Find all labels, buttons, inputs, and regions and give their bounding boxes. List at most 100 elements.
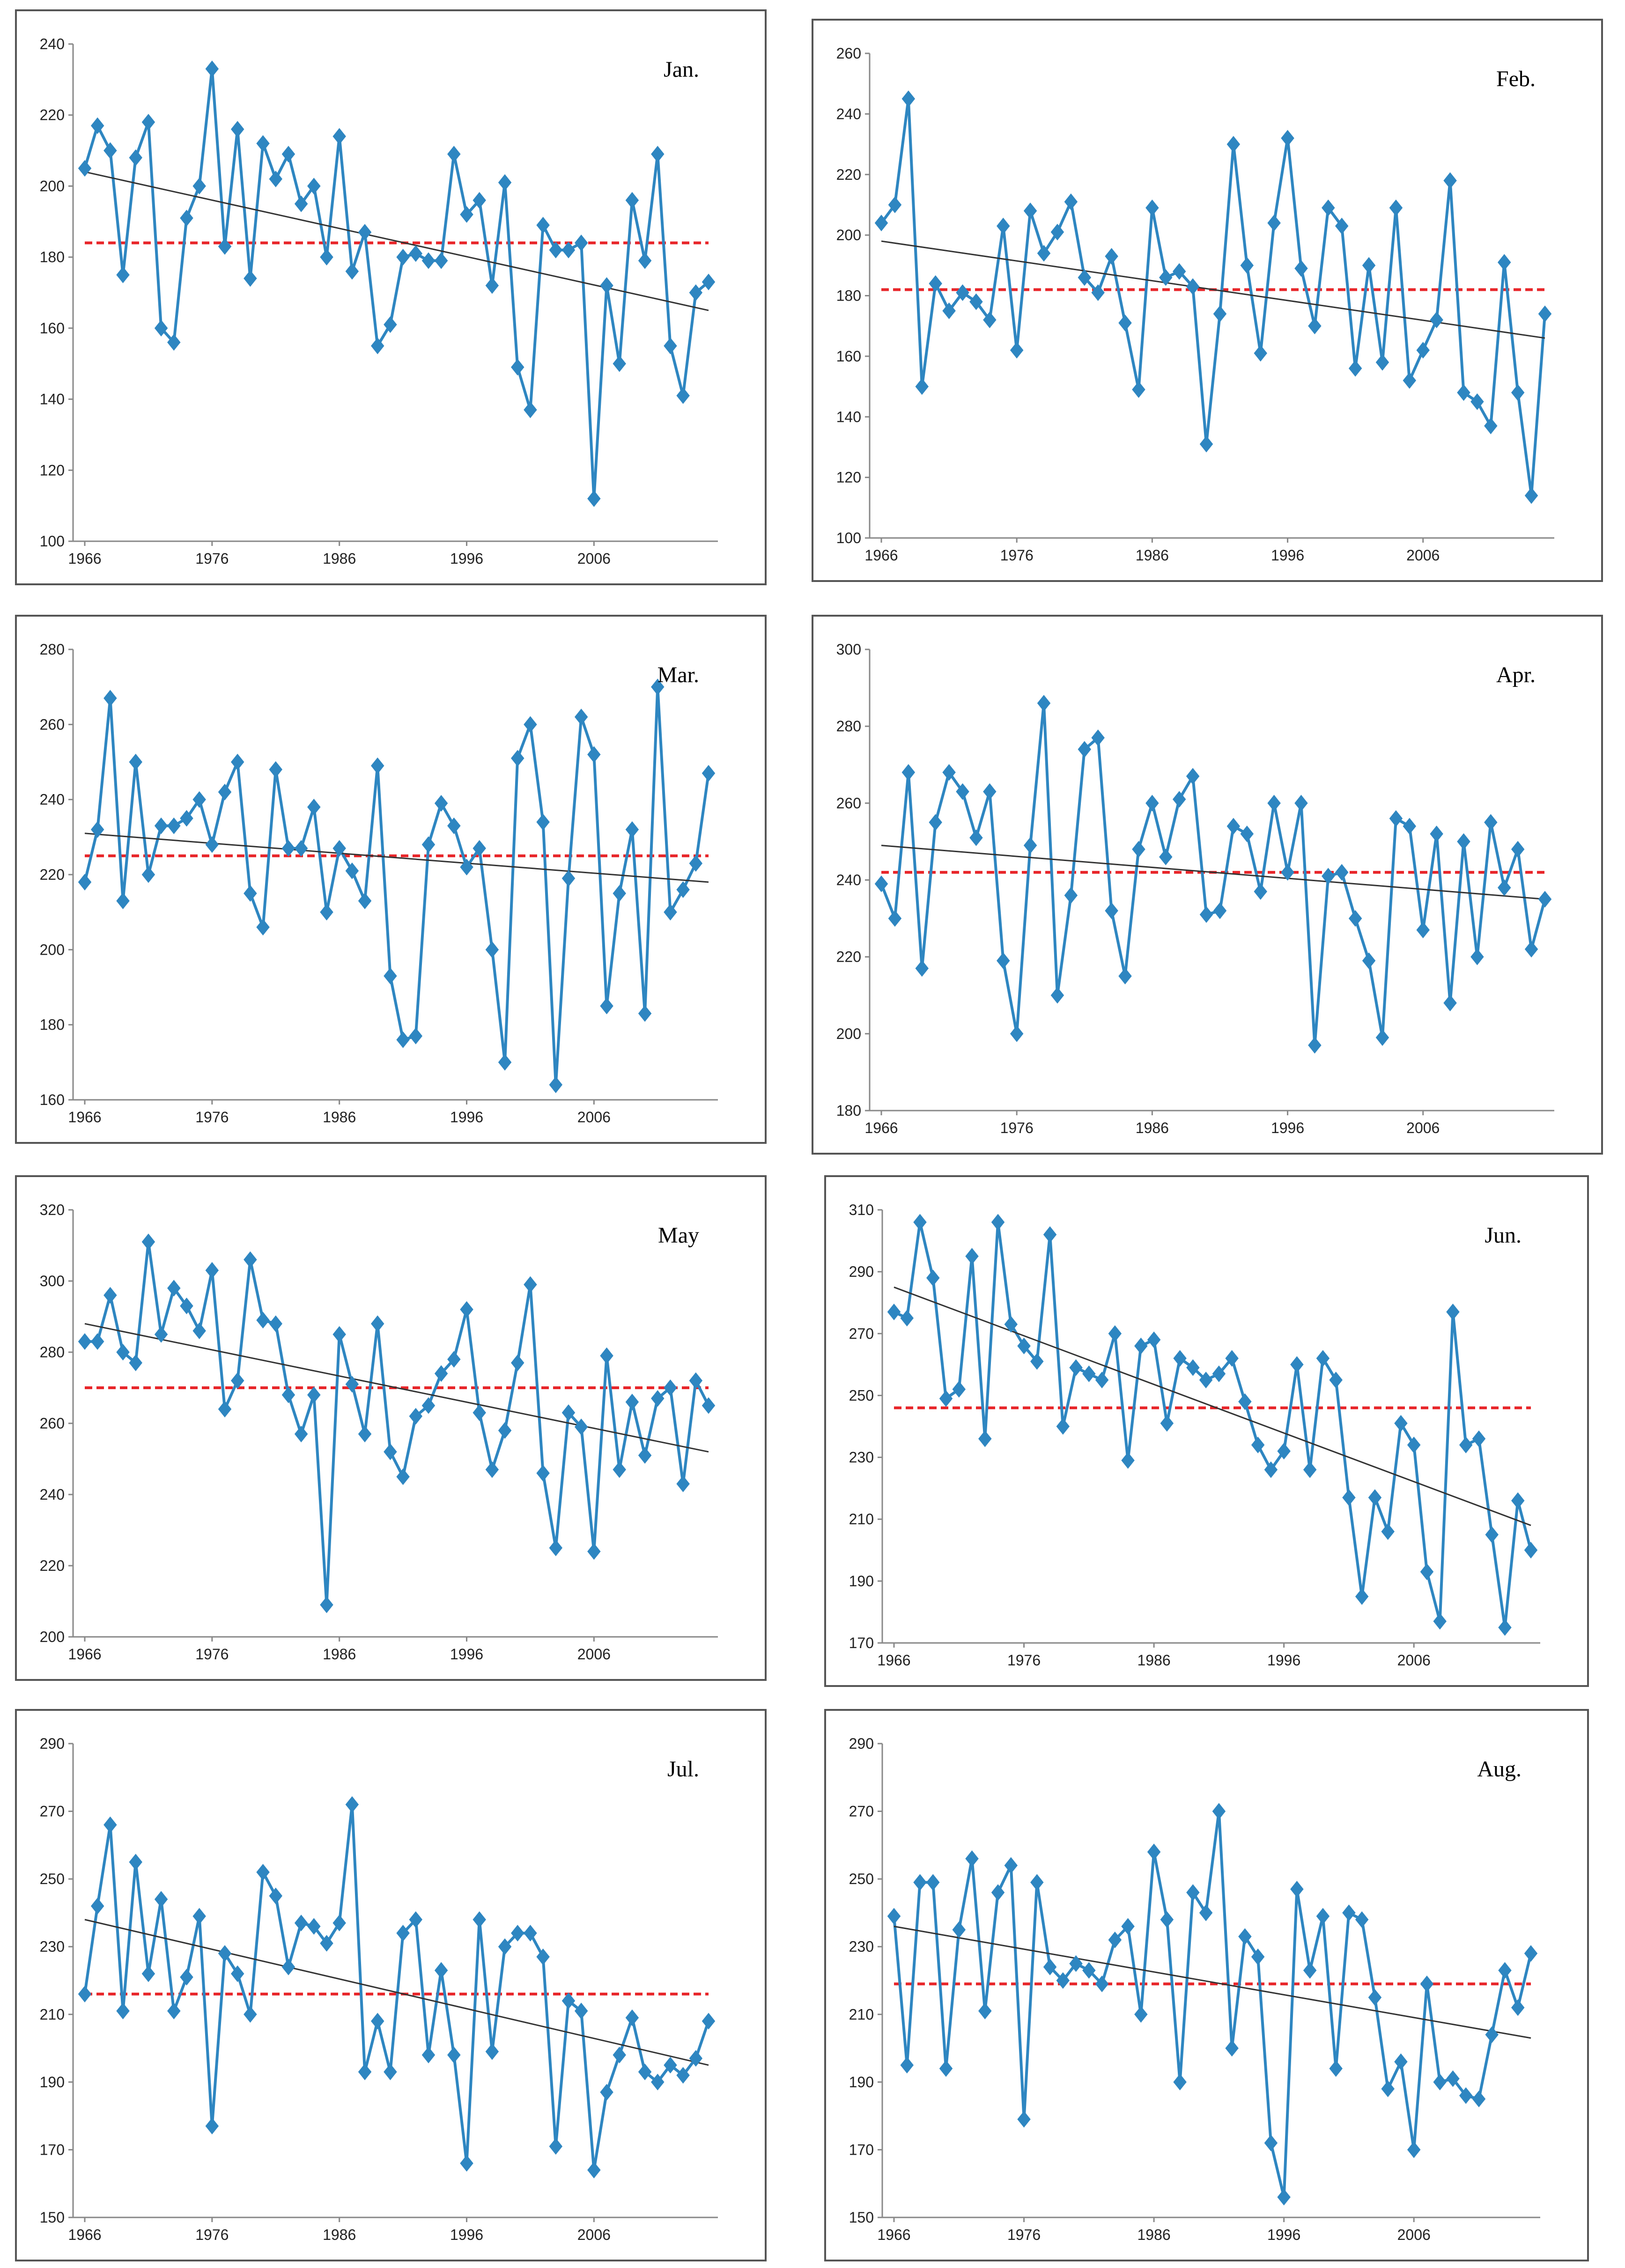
x-tick-label: 1976 — [195, 550, 229, 567]
data-point — [256, 1863, 270, 1881]
data-point — [154, 1326, 168, 1343]
chart-jun: 170 190 210 230 250 270 290 310 1966 1976 1986 1996… — [849, 1201, 1540, 1669]
data-point — [587, 1543, 601, 1560]
data-point — [613, 1461, 626, 1478]
data-point — [561, 1404, 576, 1421]
x-tick-label: 1966 — [877, 1652, 910, 1669]
chart-apr: 180 200 220 240 260 280 300 1966 1976 1986 1996 200… — [836, 641, 1554, 1136]
data-point — [358, 892, 372, 909]
data-point — [409, 1911, 423, 1928]
series-line — [893, 1810, 1532, 2199]
data-point — [141, 866, 155, 883]
data-point — [116, 1344, 130, 1361]
data-point — [230, 1965, 244, 1982]
data-point — [1160, 1911, 1174, 1928]
data-point — [1329, 1371, 1343, 1389]
data-point — [1342, 1489, 1356, 1506]
data-point — [1050, 987, 1064, 1004]
data-point — [192, 1907, 206, 1925]
y-tick-label: 140 — [40, 391, 65, 408]
data-point — [167, 334, 181, 351]
y-tick-label: 180 — [836, 1102, 861, 1119]
x-tick-label: 1986 — [323, 2226, 356, 2243]
y-tick-label: 260 — [40, 716, 65, 733]
data-point — [1186, 278, 1200, 295]
data-point — [307, 1918, 321, 1935]
data-point — [129, 1854, 142, 1870]
y-tick-label: 190 — [40, 2074, 65, 2091]
data-point — [524, 1276, 537, 1293]
series-line — [893, 1221, 1532, 1629]
data-point — [460, 859, 473, 876]
data-point — [485, 2043, 499, 2060]
trend-line — [894, 1925, 1531, 2039]
data-point — [103, 1287, 117, 1304]
data-point — [574, 234, 588, 251]
data-point — [294, 195, 308, 213]
data-point — [676, 2067, 690, 2084]
data-point — [218, 238, 232, 255]
data-point — [1017, 1337, 1031, 1355]
data-point — [1420, 1563, 1434, 1580]
data-point — [942, 302, 956, 319]
data-point — [370, 757, 384, 774]
data-point — [358, 1425, 372, 1443]
chart-title: May — [658, 1223, 699, 1248]
data-point — [1037, 695, 1051, 712]
data-point — [600, 997, 613, 1015]
data-point — [965, 1248, 979, 1265]
data-point — [1524, 941, 1538, 958]
data-point — [230, 753, 244, 771]
data-point — [702, 2012, 716, 2030]
data-point — [434, 252, 448, 269]
data-point — [1457, 833, 1470, 850]
data-point — [913, 1214, 927, 1231]
data-point — [1430, 311, 1443, 329]
data-point — [1134, 2006, 1148, 2023]
data-point — [511, 1924, 524, 1942]
data-point — [1335, 217, 1349, 235]
data-point — [587, 2161, 601, 2179]
data-point — [1078, 269, 1092, 286]
data-point — [281, 146, 295, 162]
data-point — [103, 142, 117, 159]
data-point — [1225, 2040, 1239, 2057]
data-point — [281, 840, 295, 857]
data-point — [1459, 1436, 1473, 1453]
data-point — [78, 874, 92, 891]
data-point — [651, 146, 665, 162]
data-point — [1004, 1316, 1018, 1333]
y-tick-label: 100 — [40, 533, 65, 550]
data-point — [103, 690, 117, 707]
data-point — [218, 783, 232, 801]
chart-title: Aug. — [1477, 1757, 1522, 1782]
data-point — [1498, 1962, 1512, 1979]
data-point — [281, 1386, 295, 1404]
data-point — [1043, 1226, 1057, 1243]
x-tick-label: 1996 — [1267, 2226, 1300, 2243]
data-point — [434, 1365, 448, 1382]
y-tick-label: 100 — [836, 530, 861, 546]
data-point — [524, 401, 537, 419]
data-point — [1145, 199, 1159, 216]
y-tick-label: 230 — [849, 1938, 874, 1955]
data-point — [396, 1468, 410, 1485]
y-tick-label: 260 — [836, 795, 861, 811]
data-point — [180, 1297, 193, 1315]
data-point — [1159, 269, 1173, 286]
y-tick-label: 300 — [836, 641, 861, 658]
x-tick-label: 2006 — [577, 1646, 611, 1663]
y-tick-label: 200 — [836, 1025, 861, 1042]
data-point — [991, 1214, 1005, 1231]
data-point — [1394, 2053, 1408, 2070]
x-tick-label: 1976 — [195, 2226, 229, 2243]
data-point — [1446, 2070, 1460, 2087]
data-point — [1095, 1975, 1109, 1993]
data-point — [676, 881, 690, 898]
chart-title: Jul. — [667, 1757, 699, 1782]
data-point — [651, 678, 665, 695]
data-point — [574, 708, 588, 726]
data-point — [256, 135, 270, 152]
data-point — [1485, 1526, 1499, 1543]
y-tick-label: 240 — [836, 105, 861, 122]
